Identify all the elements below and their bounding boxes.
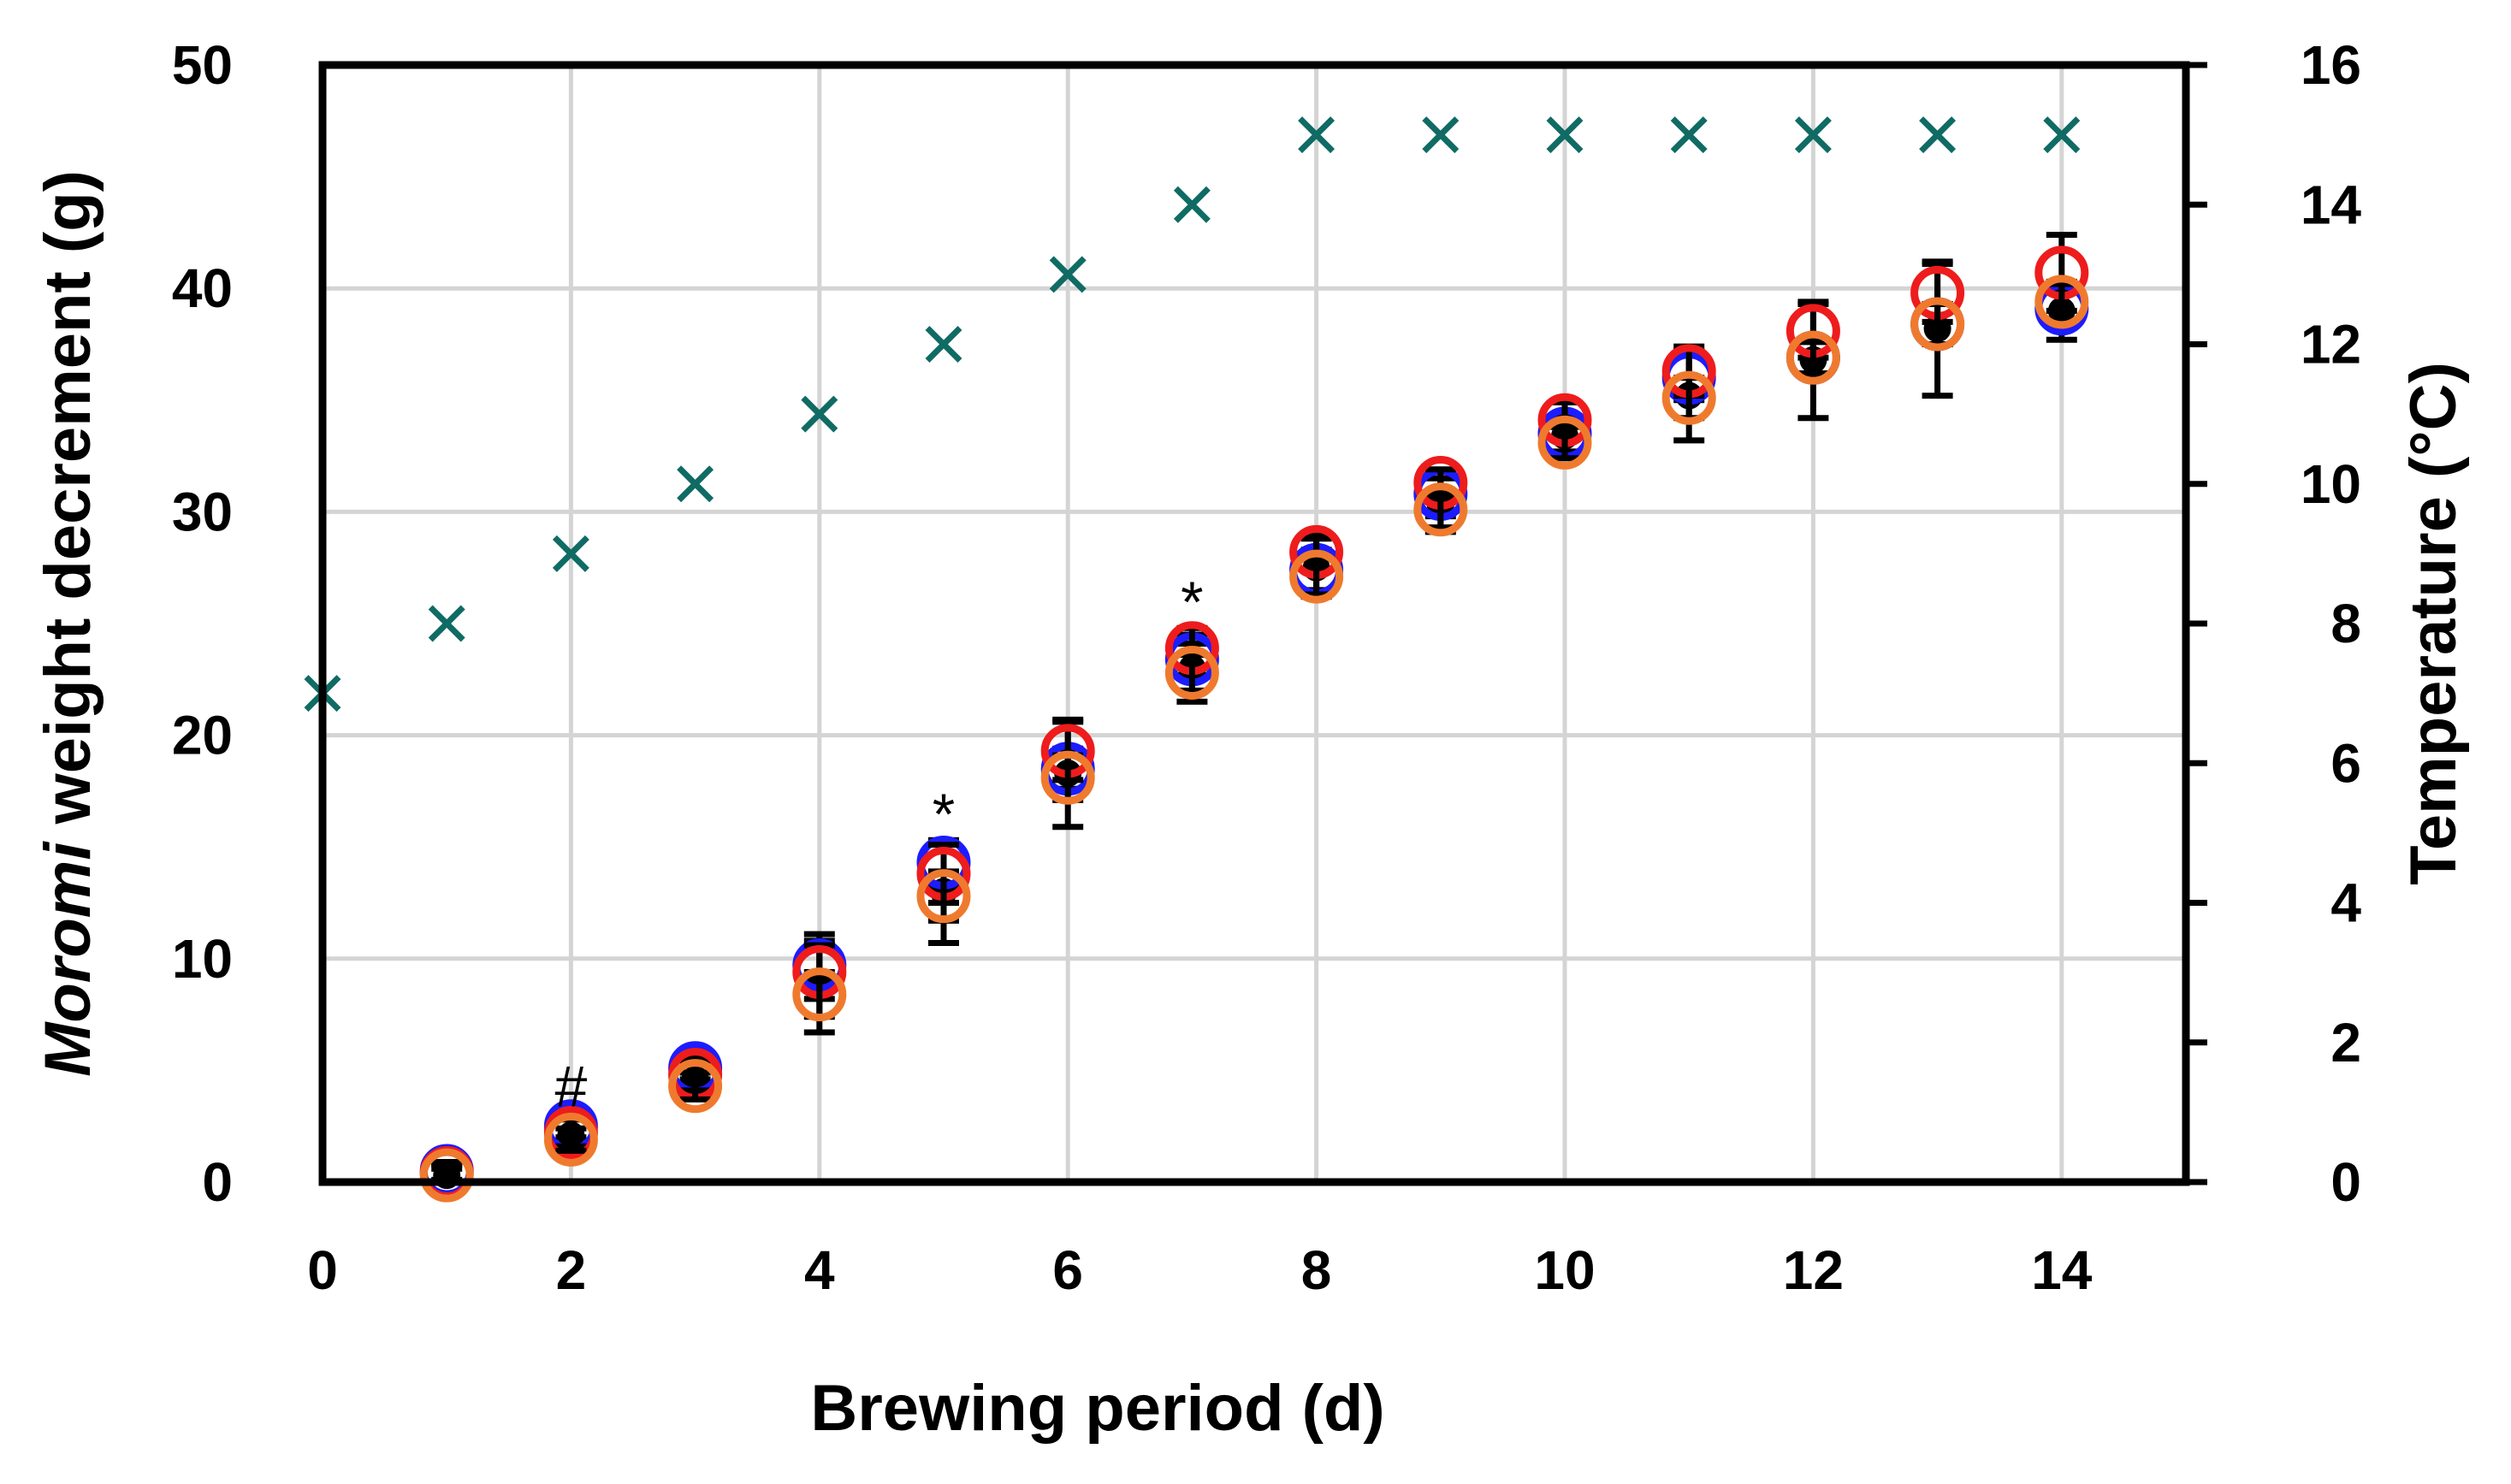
temperature-point-stroke [1546, 116, 1584, 154]
temperature-point-stroke [1173, 186, 1211, 223]
x-tick-label: 10 [1534, 1239, 1595, 1301]
temperature-point [1794, 116, 1832, 154]
temperature-point-stroke [1919, 116, 1957, 154]
data-point-open [1786, 330, 1840, 385]
temperature-point-stroke [428, 605, 465, 642]
y2-tick-label: 4 [2330, 872, 2361, 934]
temperature-point [1546, 116, 1584, 154]
temperature-point-stroke [925, 326, 962, 363]
data-point-open [543, 1112, 598, 1167]
y2-tick-label: 12 [2301, 314, 2361, 375]
weight-decrement-series [419, 232, 2089, 1203]
x-tick-label: 0 [307, 1239, 338, 1301]
temperature-point-stroke [677, 465, 714, 503]
x-axis-ticks: 0 2 4 6 8 10 12 14 [307, 1239, 2093, 1301]
y2-tick-label: 14 [2301, 174, 2362, 235]
y-axis-ticks: 0 10 20 30 40 50 [172, 34, 233, 1213]
x-tick-label: 12 [1783, 1239, 1844, 1301]
data-point-open [1910, 297, 1965, 352]
temperature-point [1049, 256, 1087, 293]
y-tick-label: 30 [172, 481, 233, 542]
data-point-open [792, 967, 847, 1022]
x-tick-label: 6 [1052, 1239, 1083, 1301]
y-tick-label: 0 [202, 1151, 233, 1213]
temperature-point [925, 326, 962, 363]
temperature-point-stroke [1298, 116, 1335, 154]
annotation-mark: # [554, 1055, 587, 1120]
temperature-point [1173, 186, 1211, 223]
data-point-open [916, 869, 971, 924]
temperature-point-stroke [1049, 256, 1087, 293]
significance-annotations: # * * [554, 570, 1203, 1120]
y-tick-label: 10 [172, 928, 233, 990]
x-tick-label: 8 [1301, 1239, 1332, 1301]
y2-tick-label: 8 [2330, 593, 2361, 654]
data-point-open [1413, 482, 1468, 537]
x-tick-label: 14 [2031, 1239, 2093, 1301]
temperature-point [1670, 116, 1708, 154]
plot-frame [318, 61, 2190, 1186]
temperature-point-stroke [552, 535, 589, 572]
temperature-point [552, 535, 589, 572]
y-tick-label: 50 [172, 34, 233, 96]
y2-axis-ticks: 0 2 4 6 8 10 12 14 16 [2186, 34, 2361, 1213]
y-axis-title-rest: weight decrement (g) [32, 170, 104, 842]
y2-tick-label: 0 [2330, 1151, 2361, 1213]
temperature-point [1919, 116, 1957, 154]
annotation-mark: * [933, 782, 955, 847]
grid-lines [320, 62, 2186, 1185]
x-tick-label: 4 [804, 1239, 835, 1301]
y-axis-title: Moromi weight decrement (g) [32, 170, 104, 1077]
temperature-point [1298, 116, 1335, 154]
data-point-open [2034, 275, 2089, 329]
y2-tick-label: 16 [2301, 34, 2361, 96]
y2-tick-label: 6 [2330, 732, 2361, 794]
data-point-open [1040, 750, 1095, 805]
temperature-series [304, 116, 2081, 712]
y-tick-label: 40 [172, 257, 233, 319]
temperature-point [428, 605, 465, 642]
temperature-point-stroke [1794, 116, 1832, 154]
x-axis-title: Brewing period (d) [810, 1372, 1384, 1445]
data-point-open [1661, 370, 1716, 425]
x-tick-label: 2 [556, 1239, 587, 1301]
temperature-point [677, 465, 714, 503]
temperature-point-stroke [801, 395, 838, 433]
y2-tick-label: 2 [2330, 1012, 2361, 1073]
temperature-point-stroke [1422, 116, 1460, 154]
temperature-point-stroke [1670, 116, 1708, 154]
y2-tick-label: 10 [2301, 453, 2361, 515]
temperature-point [2043, 116, 2081, 154]
data-point-open [1537, 415, 1592, 470]
data-point-open [1289, 549, 1344, 604]
data-point-open [419, 1148, 474, 1203]
y2-axis-title: Temperature (°C) [2397, 362, 2470, 885]
data-point-open [1164, 645, 1219, 700]
y-axis-title-italic: Moromi [32, 841, 104, 1077]
temperature-point [1422, 116, 1460, 154]
temperature-point-stroke [2043, 116, 2081, 154]
y-tick-label: 20 [172, 705, 233, 766]
annotation-mark: * [1181, 570, 1203, 635]
data-point-open [668, 1059, 723, 1114]
temperature-point [801, 395, 838, 433]
